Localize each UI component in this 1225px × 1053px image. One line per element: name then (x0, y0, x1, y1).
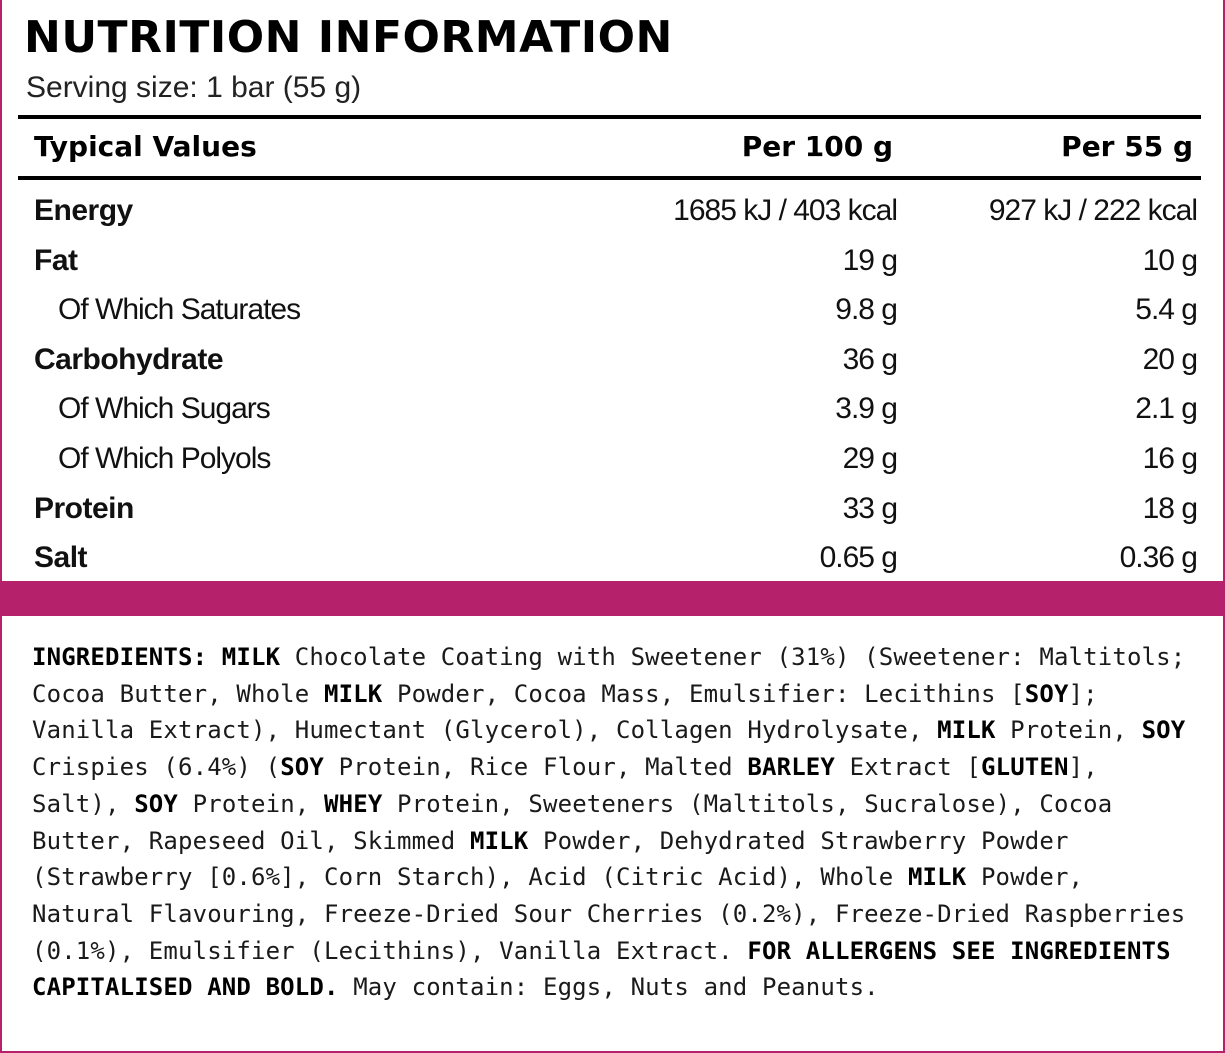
header-bottom-rule (18, 176, 1201, 180)
nutrient-label: Protein (34, 491, 134, 525)
value-per-100g: 36 g (842, 342, 898, 376)
nutrition-row: Protein 33 g 18 g (2, 488, 1223, 538)
nutrition-panel: NUTRITION INFORMATION Serving size: 1 ba… (2, 0, 1223, 581)
ingredient-text: Powder, Cocoa Mass, Emulsifier: Lecithin… (382, 679, 1025, 708)
value-per-serving: 2.1 g (1135, 392, 1198, 426)
ingredient-text: Protein, (178, 789, 325, 818)
nutrition-title: NUTRITION INFORMATION (24, 12, 673, 63)
nutrient-label: Of Which Sugars (58, 392, 271, 426)
header-per-serving: Per 55 g (1061, 130, 1193, 163)
value-per-100g: 33 g (842, 491, 898, 525)
ingredient-text: Extract [ (835, 753, 981, 782)
value-per-100g: 19 g (842, 243, 898, 277)
value-per-serving: 927 kJ / 222 kcal (988, 194, 1198, 227)
nutrition-row: Fat 19 g 10 g (2, 240, 1223, 290)
nutrient-label: Carbohydrate (34, 342, 224, 376)
nutrition-rows: Energy 1685 kJ / 403 kcal 927 kJ / 222 kca… (2, 190, 1223, 587)
ingredient-allergen-text: MILK (937, 716, 996, 745)
ingredient-allergen-text: MILK (323, 679, 383, 708)
value-per-100g: 0.65 g (819, 541, 898, 575)
nutrition-row: Of Which Saturates 9.8 g 5.4 g (2, 289, 1223, 339)
ingredient-allergen-text: BARLEY (747, 753, 835, 782)
ingredient-text: Protein, (995, 716, 1142, 745)
value-per-100g: 29 g (842, 441, 898, 475)
nutrition-row: Carbohydrate 36 g 20 g (2, 339, 1223, 389)
nutrition-row: Salt 0.65 g 0.36 g (2, 537, 1223, 587)
value-per-serving: 10 g (1142, 243, 1198, 277)
ingredient-text: Crispies (6.4%) ( (32, 753, 281, 782)
value-per-serving: 18 g (1142, 491, 1198, 525)
nutrition-row: Energy 1685 kJ / 403 kcal 927 kJ / 222 kca… (2, 190, 1223, 240)
value-per-serving: 16 g (1142, 441, 1198, 475)
ingredient-text: Powder, Dehydrated Strawberry Powder (St… (32, 826, 1069, 892)
nutrition-row: Of Which Polyols 29 g 16 g (2, 438, 1223, 488)
nutrient-label: Of Which Polyols (58, 441, 271, 475)
ingredient-allergen-text: SOY (1024, 679, 1069, 708)
value-per-serving: 20 g (1142, 342, 1198, 376)
ingredient-allergen-text: INGREDIENTS: MILK (32, 643, 281, 671)
ingredient-text: ]; Vanilla Extract), Humectant (Glycerol… (32, 679, 1098, 745)
ingredient-text: ], Salt), (32, 753, 1098, 818)
ingredient-allergen-text: WHEY (324, 789, 383, 818)
ingredient-allergen-text: MILK (469, 826, 529, 855)
ingredient-text: Protein, Rice Flour, Malted (324, 753, 748, 782)
value-per-100g: 9.8 g (835, 293, 898, 327)
value-per-serving: 5.4 g (1135, 293, 1198, 327)
nutrition-row: Of Which Sugars 3.9 g 2.1 g (2, 388, 1223, 438)
nutrient-label: Fat (34, 243, 78, 277)
header-top-rule (18, 115, 1201, 119)
ingredient-allergen-text: GLUTEN (981, 753, 1069, 782)
ingredient-allergen-text: SOY (1141, 716, 1186, 745)
value-per-100g: 3.9 g (835, 392, 898, 426)
nutrient-label: Salt (34, 541, 88, 575)
ingredient-text: Chocolate Coating with Sweetener (31%) (… (32, 643, 1186, 708)
nutrient-label: Energy (34, 194, 133, 227)
ingredient-allergen-text: MILK (907, 863, 967, 892)
ingredients-panel: INGREDIENTS: MILK Chocolate Coating with… (2, 616, 1223, 1051)
nutrient-label: Of Which Saturates (58, 293, 301, 327)
value-per-100g: 1685 kJ / 403 kcal (673, 194, 898, 227)
ingredient-text: Protein, Sweeteners (Maltitols, Sucralos… (32, 789, 1113, 855)
ingredient-allergen-text: SOY (134, 789, 179, 818)
ingredients-text: INGREDIENTS: MILK Chocolate Coating with… (32, 639, 1195, 1006)
serving-size: Serving size: 1 bar (55 g) (26, 71, 362, 104)
ingredient-allergen-text: FOR ALLERGENS SEE INGREDIENTS CAPITALISE… (32, 936, 1171, 1002)
ingredient-allergen-text: SOY (280, 753, 324, 782)
ingredient-text: May contain: Eggs, Nuts and Peanuts. (338, 973, 879, 1002)
ingredient-text: Powder, Natural Flavouring, Freeze-Dried… (32, 863, 1186, 965)
header-per-100g: Per 100 g (741, 130, 893, 163)
header-typical-values: Typical Values (34, 130, 257, 163)
value-per-serving: 0.36 g (1119, 541, 1198, 575)
